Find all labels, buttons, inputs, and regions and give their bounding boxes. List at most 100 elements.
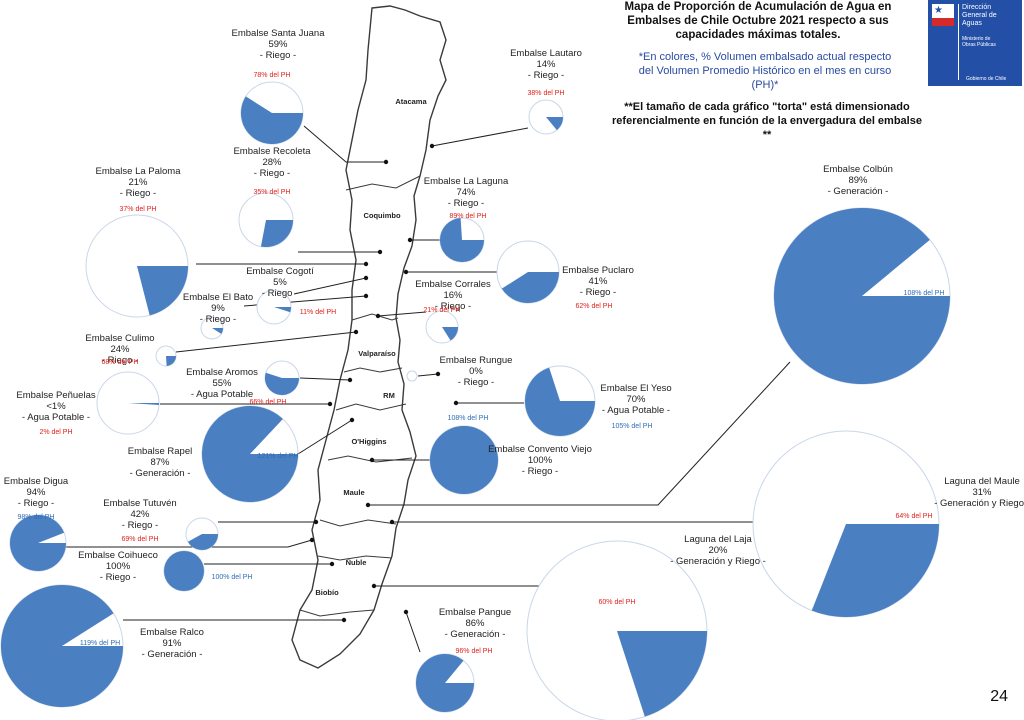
pie-slice-embalse-la-laguna (439, 218, 484, 262)
reservoir-percent: 91% (162, 638, 182, 649)
reservoir-percent: 21% (128, 177, 148, 188)
reservoir-use: - Generación y Riego - (934, 498, 1024, 509)
reservoir-use: - Generación y Riego - (670, 556, 766, 567)
reservoir-percent: 16% (443, 290, 463, 301)
pie-slice-embalse-pangue (416, 654, 474, 712)
location-dot-embalse-la-laguna (407, 237, 413, 243)
logo-ministry: Ministerio de Obras Públicas (962, 36, 996, 48)
pie-embalse-penuelas (96, 371, 160, 435)
reservoir-name: Laguna del Laja (684, 534, 752, 545)
pie-embalse-santa-juana (240, 81, 304, 145)
pie-slice-embalse-aromos (265, 372, 299, 395)
reservoir-percent: 70% (626, 394, 646, 405)
pie-embalse-ralco (0, 584, 124, 708)
region-borders (299, 175, 421, 617)
location-dot-embalse-corrales (375, 313, 381, 319)
ph-embalse-corrales: 21% del PH (423, 307, 461, 314)
reservoir-percent: 42% (130, 509, 150, 520)
reservoir-use: - Riego - (17, 498, 55, 509)
ph-embalse-digua: 98% del PH (17, 514, 55, 521)
reservoir-percent: 41% (588, 276, 608, 287)
reservoir-name: Embalse La Paloma (95, 166, 181, 177)
pie-slice-laguna-del-maule (811, 524, 939, 617)
pie-embalse-recoleta (238, 192, 294, 248)
pie-slice-embalse-ralco (0, 585, 124, 707)
ph-embalse-lautaro: 38% del PH (527, 90, 565, 97)
location-dot-embalse-tutuven (313, 519, 319, 525)
leader-embalse-pangue (405, 611, 421, 653)
pie-slice-laguna-del-laja (617, 631, 707, 717)
leader-embalse-aromos (299, 377, 351, 381)
reservoir-name: Embalse Ralco (140, 627, 204, 638)
leader-embalse-culimo (175, 331, 357, 353)
label-embalse-aromos: Embalse Aromos 55% - Agua Potable (186, 367, 258, 400)
pie-embalse-corrales (425, 310, 459, 344)
reservoir-use: - Generación - (827, 186, 889, 197)
reservoir-percent: <1% (46, 401, 66, 412)
pie-slice-embalse-rapel (202, 405, 298, 503)
ph-embalse-el-yeso: 105% del PH (611, 423, 653, 430)
reservoir-percent: 31% (972, 487, 992, 498)
pie-slice-embalse-lautaro (546, 117, 563, 131)
ph-embalse-penuelas: 2% del PH (39, 429, 73, 436)
pie-laguna-del-laja (526, 540, 708, 720)
pie-slice-embalse-puclaro (501, 272, 559, 303)
reservoir-use: - Riego - (579, 287, 617, 298)
reservoir-name: Embalse Pangue (438, 607, 512, 618)
location-dot-embalse-el-yeso (453, 400, 459, 406)
reservoir-use: - Riego - (261, 288, 299, 299)
region-label-valparaiso: Valparaíso (358, 349, 396, 358)
label-embalse-puclaro: Embalse Puclaro 41% - Riego - (562, 265, 634, 298)
region-label-nuble: Ñuble (345, 558, 367, 567)
reservoir-use: - Riego - (253, 168, 291, 179)
pie-slice-embalse-culimo (166, 356, 176, 366)
reservoir-percent: 86% (465, 618, 485, 629)
label-embalse-rungue: Embalse Rungue 0% - Riego - (440, 355, 513, 388)
region-label-maule: Maule (343, 488, 365, 497)
location-dot-laguna-del-laja (371, 583, 377, 589)
pie-embalse-colbun (773, 207, 951, 385)
label-embalse-la-laguna: Embalse La Laguna 74% - Riego - (424, 176, 509, 209)
reservoir-name: Embalse Corrales (415, 279, 491, 290)
reservoir-use: - Riego - (101, 355, 139, 366)
leader-embalse-santa-juana (303, 125, 386, 163)
pie-slice-embalse-el-bato (212, 328, 223, 334)
label-embalse-santa-juana: Embalse Santa Juana 59% - Riego - (232, 28, 325, 61)
area-note: Área x 4 (624, 610, 675, 625)
pie-embalse-puclaro (496, 240, 560, 304)
pie-slice-embalse-tutuven (187, 534, 218, 550)
reservoir-name: Embalse Santa Juana (231, 28, 325, 39)
region-label-atacama: Atacama (395, 97, 427, 106)
label-embalse-ralco: Embalse Ralco 91% - Generación - (140, 627, 204, 660)
label-embalse-cogoti: Embalse Cogotí 5% - Riego - (246, 266, 314, 299)
label-embalse-la-paloma: Embalse La Paloma 21% - Riego - (95, 166, 180, 199)
pie-embalse-aromos (264, 360, 300, 396)
reservoir-use: - Generación - (444, 629, 506, 640)
pie-slice-embalse-santa-juana (240, 96, 303, 145)
pie-slice-embalse-recoleta (260, 220, 293, 248)
reservoir-name: Embalse Recoleta (233, 146, 311, 157)
color-note: *En colores, % Volumen embalsado actual … (638, 51, 892, 91)
reservoir-use: - Generación - (129, 468, 191, 479)
leader-embalse-rapel (297, 419, 353, 455)
leader-embalse-digua (66, 539, 313, 548)
reservoir-use: - Agua Potable (190, 389, 254, 400)
reservoir-percent: 100% (527, 455, 553, 466)
reservoir-use: - Riego - (119, 188, 157, 199)
pie-embalse-convento-viejo (429, 425, 499, 495)
leader-embalse-rungue (417, 373, 439, 377)
location-dot-embalse-penuelas (327, 401, 333, 407)
reservoir-use: - Riego - (521, 466, 559, 477)
pie-embalse-digua (9, 514, 67, 572)
reservoir-name: Embalse Aromos (186, 367, 258, 378)
reservoir-name: Embalse Rapel (127, 446, 193, 457)
pie-embalse-la-laguna (439, 217, 485, 263)
reservoir-percent: 89% (848, 175, 868, 186)
pie-laguna-del-maule (752, 430, 940, 618)
label-embalse-corrales: Embalse Corrales 16% - Riego - (415, 279, 491, 312)
ph-embalse-rapel: 121% del PH (257, 453, 299, 460)
label-embalse-penuelas: Embalse Peñuelas <1% - Agua Potable - (16, 390, 95, 423)
location-dot-embalse-lautaro (429, 143, 435, 149)
location-dot-embalse-santa-juana (383, 159, 389, 165)
reservoir-use: - Agua Potable - (21, 412, 91, 423)
